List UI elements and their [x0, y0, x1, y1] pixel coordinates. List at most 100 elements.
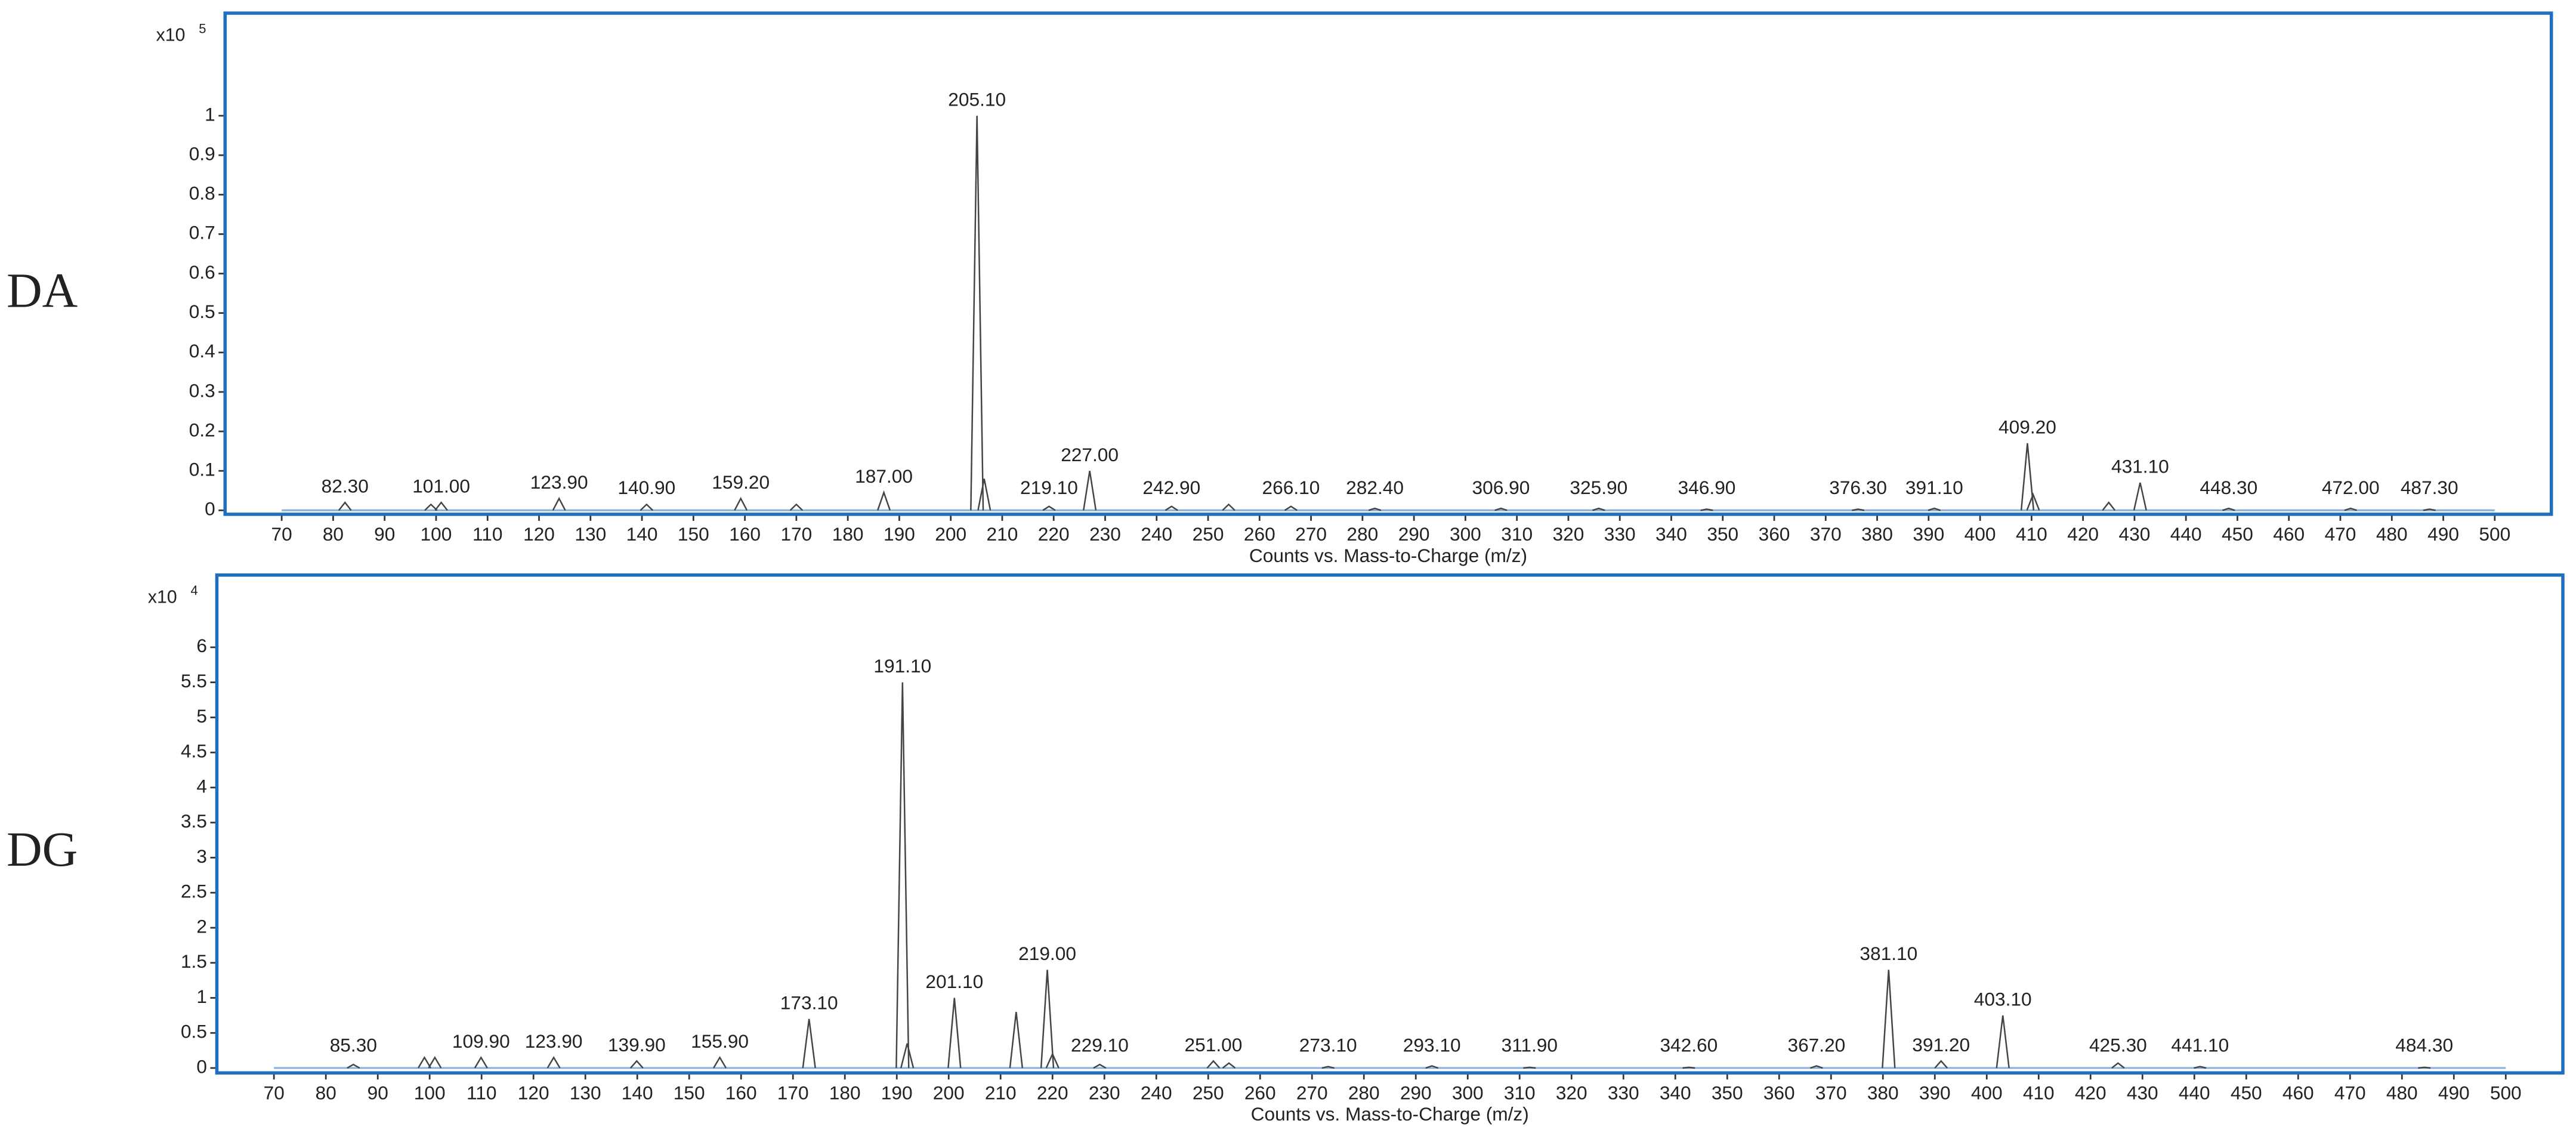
y-tick-label: 2.5 [181, 881, 207, 902]
x-tick-label: 130 [574, 523, 606, 545]
x-tick-label: 160 [725, 1082, 757, 1103]
peak-label: 187.00 [855, 465, 913, 487]
x-tick-label: 470 [2334, 1082, 2366, 1103]
peak-label: 266.10 [1262, 477, 1320, 498]
peak-label: 293.10 [1403, 1035, 1461, 1056]
x-tick-label: 410 [2023, 1082, 2055, 1103]
x-tick-label: 220 [1038, 523, 1070, 545]
x-tick-label: 170 [780, 523, 812, 545]
peak [789, 503, 804, 511]
x-tick-label: 360 [1759, 523, 1790, 545]
x-tick-label: 430 [2118, 523, 2150, 545]
x-tick-label: 350 [1712, 1082, 1743, 1103]
x-tick-label: 380 [1867, 1082, 1899, 1103]
peak-label: 251.00 [1185, 1034, 1243, 1055]
peak-label: 306.90 [1472, 477, 1530, 498]
y-tick-label: 0.8 [189, 183, 215, 204]
y-tick-label: 0 [196, 1055, 207, 1077]
peak-label: 140.90 [617, 477, 675, 498]
peak-label: 487.30 [2401, 477, 2458, 498]
peak [1222, 1062, 1236, 1069]
y-tick-label: 0.2 [189, 419, 215, 440]
peak-label: 227.00 [1061, 444, 1119, 465]
peak [2026, 492, 2040, 511]
plot-frame [223, 11, 2553, 516]
peak [434, 501, 448, 511]
x-tick-label: 400 [1965, 523, 1996, 545]
x-tick-label: 210 [985, 1082, 1017, 1103]
y-tick-label: 0.5 [181, 1021, 207, 1042]
x-tick-label: 180 [832, 523, 864, 545]
y-tick-label: 0.7 [189, 222, 215, 243]
x-tick-label: 310 [1501, 523, 1533, 545]
x-tick-label: 260 [1244, 523, 1275, 545]
peak [546, 1055, 561, 1069]
peak [428, 1055, 442, 1069]
peak [2111, 1062, 2125, 1069]
x-tick-label: 140 [626, 523, 658, 545]
y-tick-label: 4 [196, 775, 207, 797]
peak [2423, 508, 2436, 511]
x-tick-label: 330 [1608, 1082, 1639, 1103]
x-tick-label: 400 [1971, 1082, 2003, 1103]
peak-label: 139.90 [608, 1034, 666, 1055]
x-tick-label: 110 [467, 1082, 496, 1103]
peak-label: 403.10 [1974, 988, 2032, 1010]
x-tick-label: 290 [1398, 523, 1430, 545]
peak [2194, 1066, 2207, 1069]
y-tick-label: 0.5 [189, 301, 215, 322]
x-tick-label: 240 [1141, 1082, 1172, 1103]
x-tick-label: 250 [1193, 1082, 1224, 1103]
peak-label: 101.00 [412, 476, 470, 497]
x-tick-label: 270 [1296, 1082, 1328, 1103]
peak-label: 205.10 [948, 89, 1006, 110]
x-tick-label: 340 [1660, 1082, 1691, 1103]
peak [418, 1055, 432, 1069]
y-tick-label: 5.5 [181, 670, 207, 692]
peak-label: 123.90 [525, 1030, 583, 1052]
x-tick-label: 440 [2179, 1082, 2210, 1103]
peak [1682, 1066, 1695, 1069]
x-tick-label: 120 [518, 1082, 549, 1103]
x-tick-label: 410 [2016, 523, 2047, 545]
x-tick-label: 330 [1604, 523, 1636, 545]
x-tick-label: 80 [316, 1082, 336, 1103]
peak [2133, 482, 2147, 511]
peak [1083, 471, 1097, 511]
peak [977, 479, 992, 511]
peak-label: 472.00 [2322, 477, 2380, 498]
peak [2418, 1066, 2431, 1069]
x-tick-label: 230 [1089, 1082, 1120, 1103]
y-multiplier: x10 [148, 587, 177, 607]
peak-label: 191.10 [873, 655, 931, 677]
peak-label: 409.20 [1999, 416, 2056, 437]
x-tick-label: 120 [523, 523, 555, 545]
peak-label: 173.10 [780, 992, 838, 1013]
y-tick-label: 0.4 [189, 340, 215, 362]
peak [1093, 1063, 1107, 1069]
peak [1494, 507, 1508, 511]
peak-label: 391.10 [1905, 477, 1963, 498]
peak-label: 484.30 [2395, 1035, 2453, 1056]
peak [1009, 1011, 1023, 1069]
x-tick-label: 180 [829, 1082, 861, 1103]
x-tick-label: 200 [933, 1082, 965, 1103]
y-tick-label: 0.1 [189, 459, 215, 480]
peak-label: 201.10 [925, 971, 983, 992]
x-tick-label: 150 [678, 523, 709, 545]
x-tick-label: 100 [414, 1082, 446, 1103]
peak-label: 273.10 [1299, 1035, 1357, 1056]
peak-label: 229.10 [1071, 1035, 1129, 1056]
peak [2222, 507, 2235, 511]
x-tick-label: 360 [1763, 1082, 1795, 1103]
peak [1321, 1066, 1335, 1069]
x-tick-label: 480 [2386, 1082, 2418, 1103]
x-tick-label: 350 [1707, 523, 1738, 545]
peak-label: 342.60 [1660, 1035, 1718, 1056]
peak-label: 391.20 [1912, 1034, 1970, 1055]
y-tick-label: 2 [196, 915, 207, 937]
peak [1810, 1065, 1823, 1069]
peak-label: 159.20 [712, 471, 770, 493]
x-tick-label: 390 [1919, 1082, 1951, 1103]
